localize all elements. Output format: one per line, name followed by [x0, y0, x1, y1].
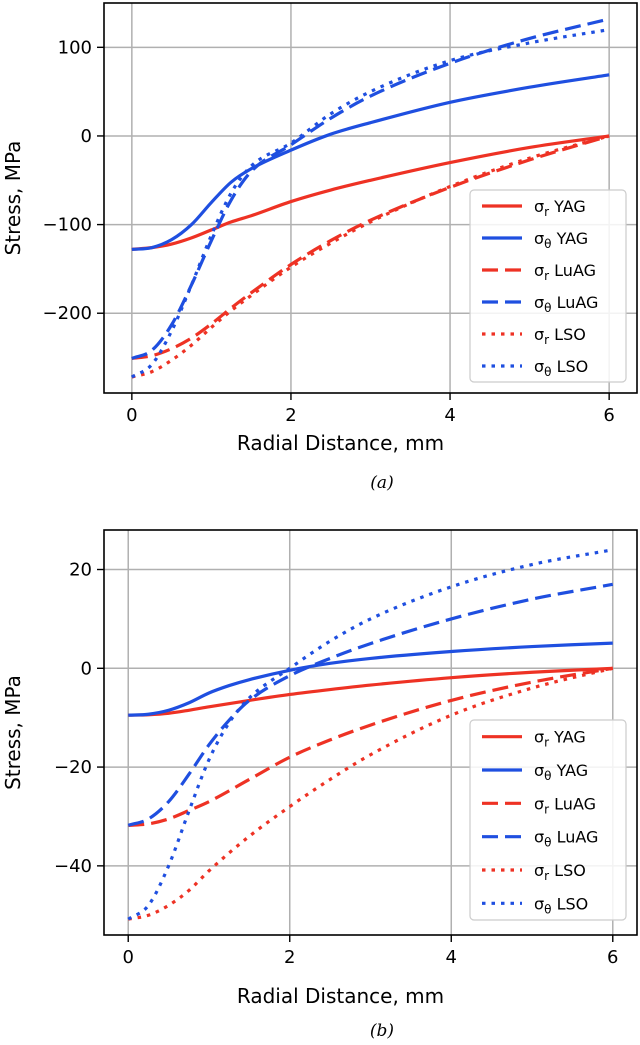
- plot-frame: [103, 529, 638, 936]
- x-tick-label: 6: [607, 947, 618, 968]
- legend-label: σθ LuAG: [534, 293, 598, 315]
- y-tick-label: 20: [69, 560, 92, 581]
- legend-b: σr YAG σθ YAG σr LuAG σθ LuAG σr LSO σθ LSO: [469, 719, 627, 921]
- x-tick-label: 4: [444, 405, 455, 426]
- series-line: [127, 548, 614, 921]
- x-axis-label: Radial Distance, mm: [237, 984, 444, 1008]
- series-group-b: [127, 548, 614, 921]
- figure-caption: (b): [370, 1021, 394, 1041]
- legend-label: σθ LuAG: [534, 828, 598, 850]
- legend-label: σr YAG: [534, 728, 586, 750]
- series-line: [127, 666, 614, 921]
- series-line: [128, 666, 613, 717]
- x-tick-label: 4: [446, 947, 457, 968]
- chart-b: 0 2 4 6 −40 −20 0 20 Radial Distance, mm Stress, …: [1, 529, 638, 1041]
- y-tick-label: 0: [81, 126, 92, 147]
- figure-caption: (a): [370, 473, 393, 493]
- series-line: [128, 666, 614, 827]
- plot-frame: [103, 2, 638, 394]
- x-axis-label: Radial Distance, mm: [237, 431, 444, 455]
- legend-a: σr YAG σθ YAG σr LuAG σθ LuAG σr LSO σθ LSO: [469, 189, 627, 383]
- series-group-a: [130, 17, 610, 379]
- x-tick-label: 2: [285, 405, 296, 426]
- legend-label: σr LuAG: [534, 794, 596, 816]
- x-tick-label: 6: [603, 405, 614, 426]
- legend-box: [469, 719, 627, 921]
- x-tick-label: 0: [123, 947, 134, 968]
- chart-a: 0 2 4 6 −200 −100 0 100 Radial Distance, mm Stres…: [1, 2, 638, 493]
- y-tick-label: 100: [58, 37, 92, 58]
- y-tick-label: 0: [81, 658, 92, 679]
- series-line: [131, 134, 610, 379]
- y-tick-label: −100: [43, 215, 92, 236]
- y-tick-label: −40: [54, 856, 92, 877]
- y-axis-label: Stress, MPa: [1, 675, 25, 790]
- series-line: [128, 641, 613, 717]
- legend-label: σr LuAG: [534, 261, 596, 283]
- y-axis-label: Stress, MPa: [1, 141, 25, 256]
- legend-label: σθ LSO: [534, 357, 588, 379]
- legend-label: σθ YAG: [534, 229, 588, 251]
- legend-label: σθ LSO: [534, 894, 588, 916]
- y-tick-label: −200: [43, 303, 92, 324]
- y-tick-label: −20: [54, 757, 92, 778]
- series-line: [127, 582, 614, 827]
- legend-label: σθ YAG: [534, 761, 588, 783]
- series-line: [131, 134, 610, 252]
- legend-label: σr YAG: [534, 197, 586, 219]
- legend-label: σr LSO: [534, 325, 586, 347]
- series-line: [131, 17, 610, 360]
- legend-label: σr LSO: [534, 861, 586, 883]
- x-tick-label: 0: [126, 405, 137, 426]
- x-tick-label: 2: [284, 947, 295, 968]
